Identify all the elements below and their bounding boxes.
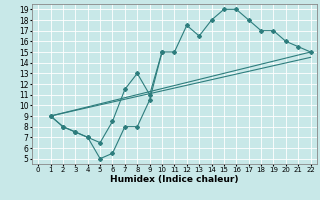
X-axis label: Humidex (Indice chaleur): Humidex (Indice chaleur) <box>110 175 239 184</box>
